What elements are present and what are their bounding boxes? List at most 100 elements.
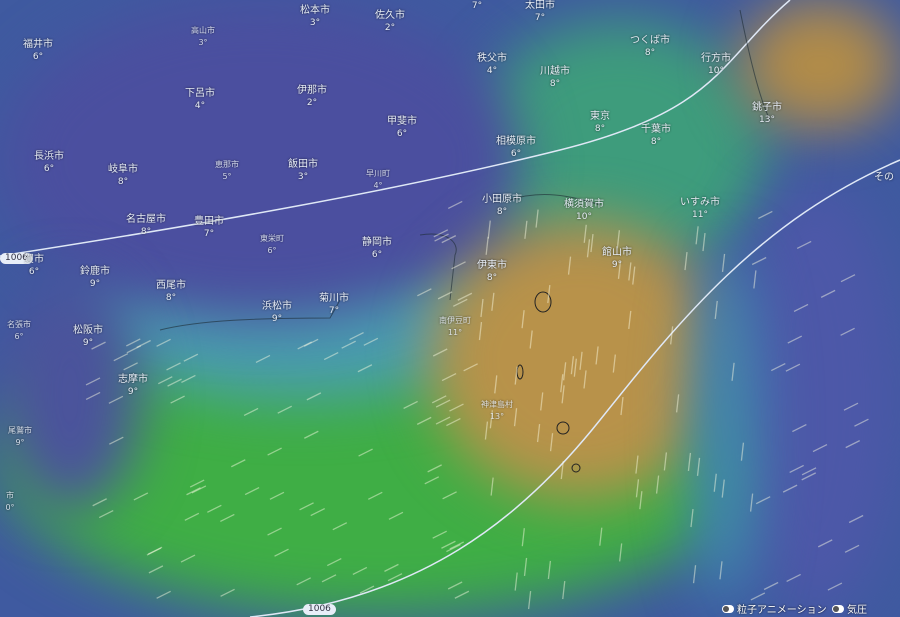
city-temperature: 7° (534, 13, 546, 23)
city-label: 秩父市 4° (477, 53, 507, 77)
city-name: 神津島村 (481, 400, 513, 409)
city-name: 相模原市 (496, 136, 536, 147)
city-label: 尾鷲市 9° (8, 425, 32, 449)
city-temperature: 5° (222, 172, 232, 181)
isobar-label: 1006 (303, 604, 336, 615)
city-label: 志摩市 9° (118, 374, 148, 398)
city-name: 尾鷲市 (8, 426, 32, 435)
city-label: 名古屋市 8° (126, 214, 166, 238)
city-temperature: 8° (165, 293, 177, 303)
island (556, 421, 570, 435)
city-name: 西尾市 (156, 280, 186, 291)
city-name: 名古屋市 (126, 214, 166, 225)
city-temperature: 13° (489, 412, 505, 421)
city-temperature: 7° (203, 229, 215, 239)
city-temperature: 8° (496, 207, 508, 217)
city-temperature: 3° (297, 172, 309, 182)
island (534, 291, 552, 313)
city-label: 佐久市 2° (375, 10, 405, 34)
city-label: 行方市 10° (701, 53, 731, 77)
city-name: 千葉市 (641, 124, 671, 135)
city-label: 鈴鹿市 9° (80, 266, 110, 290)
city-name: 賀市 (24, 254, 44, 265)
city-temperature: 0° (5, 503, 15, 512)
city-label: 神津島村 13° (481, 399, 513, 423)
city-label: 伊東市 8° (477, 260, 507, 284)
city-name: 鈴鹿市 (80, 266, 110, 277)
city-label: つくば市 8° (630, 35, 670, 59)
city-label: 太田市 7° (525, 0, 555, 24)
city-label: 松本市 3° (300, 5, 330, 29)
city-label: 南伊豆町 11° (439, 315, 471, 339)
city-name: 福井市 (23, 39, 53, 50)
city-label: 静岡市 6° (362, 237, 392, 261)
city-temperature: 6° (32, 52, 44, 62)
city-temperature: 8° (549, 79, 561, 89)
city-name: 松本市 (300, 5, 330, 16)
city-name: 佐久市 (375, 10, 405, 21)
city-temperature: 11° (692, 210, 708, 220)
island (571, 463, 581, 473)
city-label: 川越市 8° (540, 66, 570, 90)
city-temperature: 6° (267, 246, 277, 255)
city-name: 横須賀市 (564, 199, 604, 210)
land-cold-field (0, 0, 520, 320)
city-name: 高山市 (191, 26, 215, 35)
city-temperature: 6° (371, 250, 383, 260)
city-temperature: 11° (447, 328, 463, 337)
city-label: 館山市 9° (602, 247, 632, 271)
city-temperature: 9° (271, 314, 283, 324)
city-name: 志摩市 (118, 374, 148, 385)
city-label: 市 0° (5, 490, 14, 514)
warm-current-field (430, 220, 730, 500)
city-label: 飯田市 3° (288, 159, 318, 183)
city-temperature: 8° (644, 48, 656, 58)
city-label: 福井市 6° (23, 39, 53, 63)
city-name: 松阪市 (73, 325, 103, 336)
city-name: 館山市 (602, 247, 632, 258)
city-name: 東栄町 (260, 234, 284, 243)
city-name: 恵那市 (215, 160, 239, 169)
city-temperature: 9° (611, 260, 623, 270)
city-name: 静岡市 (362, 237, 392, 248)
city-name: 浜松市 (262, 301, 292, 312)
isobar-line (249, 159, 900, 617)
city-temperature: 9° (82, 338, 94, 348)
city-temperature: 3° (198, 38, 208, 47)
isobar-label: 1006 (0, 253, 33, 264)
city-label: 銚子市 13° (752, 102, 782, 126)
city-label: 西尾市 8° (156, 280, 186, 304)
city-temperature: 2° (306, 98, 318, 108)
city-name: 銚子市 (752, 102, 782, 113)
city-name: 下呂市 (185, 88, 215, 99)
city-name: 東京 (590, 111, 610, 122)
city-name: 小田原市 (482, 194, 522, 205)
city-label: 甲斐市 6° (387, 116, 417, 140)
city-temperature: 7° (328, 306, 340, 316)
city-label: 賀市 6° (24, 254, 44, 278)
city-label: 長浜市 6° (34, 151, 64, 175)
city-temperature: 10° (708, 66, 724, 76)
toggle-switch-icon (722, 604, 734, 613)
city-name: 秩父市 (477, 53, 507, 64)
city-name: 川越市 (540, 66, 570, 77)
city-name: 菊川市 (319, 293, 349, 304)
city-temperature: 8° (117, 177, 129, 187)
city-name: 伊東市 (477, 260, 507, 271)
city-label: 下呂市 4° (185, 88, 215, 112)
city-name: 早川町 (366, 169, 390, 178)
city-temperature: 9° (127, 387, 139, 397)
city-label: 松阪市 9° (73, 325, 103, 349)
pressure-toggle[interactable]: 気圧 (832, 601, 867, 616)
city-name: 甲斐市 (387, 116, 417, 127)
pressure-label: 気圧 (847, 605, 867, 616)
city-temperature: 4° (373, 181, 383, 190)
particles-toggle[interactable]: 粒子アニメーション (722, 601, 827, 616)
city-name: 市 (6, 491, 14, 500)
city-name: 岐阜市 (108, 164, 138, 175)
city-label: 浜松市 9° (262, 301, 292, 325)
city-label: 東京 8° (590, 111, 610, 135)
coastline (159, 9, 771, 331)
